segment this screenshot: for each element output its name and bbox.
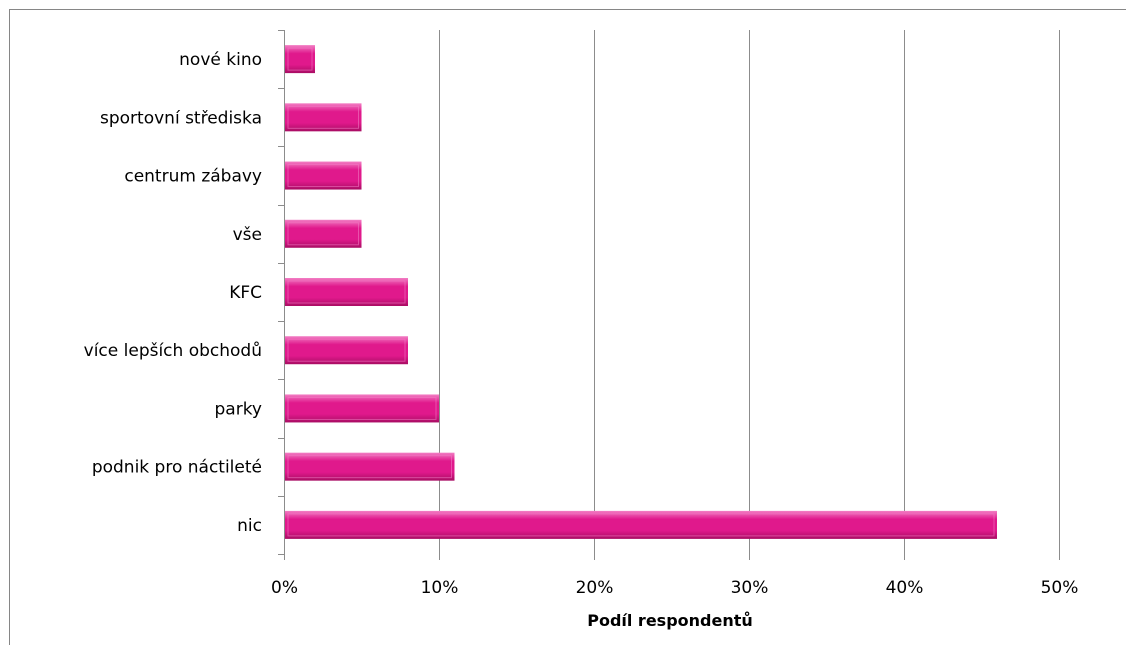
chart-border xyxy=(9,9,1126,645)
bar-bevel xyxy=(287,338,406,362)
x-tick-label: 30% xyxy=(731,578,769,598)
bar xyxy=(285,161,362,190)
bar-bevel xyxy=(287,513,995,537)
category-label: KFC xyxy=(229,283,262,303)
x-tick-label: 40% xyxy=(886,578,924,598)
category-label: vše xyxy=(233,225,262,245)
bars xyxy=(285,45,997,539)
bar-group xyxy=(285,45,315,74)
bar-group xyxy=(285,452,455,481)
bar-group xyxy=(285,161,362,190)
axes: 0% 10% 20% 30% 40% 50% nové kino sportovní stře… xyxy=(84,30,1079,598)
category-label: nové kino xyxy=(179,50,262,70)
x-tick-label: 0% xyxy=(271,578,298,598)
bar xyxy=(285,510,997,539)
bar-group xyxy=(285,510,997,539)
bar-group xyxy=(285,394,439,423)
bar-bevel xyxy=(287,105,359,129)
bar-group xyxy=(285,278,408,306)
x-axis-title: Podíl respondentů xyxy=(587,611,753,630)
bar-bevel xyxy=(287,396,437,420)
x-tick-label: 50% xyxy=(1041,578,1079,598)
bar-group xyxy=(285,336,408,365)
bar-bevel xyxy=(287,455,452,479)
category-label: více lepších obchodů xyxy=(84,341,262,361)
x-tick-label: 10% xyxy=(421,578,459,598)
gridlines xyxy=(439,30,1060,554)
bar xyxy=(285,219,362,248)
bar xyxy=(285,336,408,365)
bar-bevel xyxy=(287,164,359,188)
bar-bevel xyxy=(287,222,359,246)
bar xyxy=(285,45,315,74)
bar xyxy=(285,394,439,423)
bar-bevel xyxy=(287,47,313,71)
category-label: podnik pro náctileté xyxy=(92,458,262,478)
category-label: centrum zábavy xyxy=(124,167,262,187)
bar-group xyxy=(285,103,362,132)
bar xyxy=(285,278,408,306)
category-label: sportovní střediska xyxy=(100,108,262,128)
category-label: nic xyxy=(237,516,262,536)
x-tick-label: 20% xyxy=(576,578,614,598)
bar xyxy=(285,452,455,481)
category-label: parky xyxy=(215,399,263,419)
bar-group xyxy=(285,219,362,248)
bar xyxy=(285,103,362,132)
bar-bevel xyxy=(287,280,406,304)
